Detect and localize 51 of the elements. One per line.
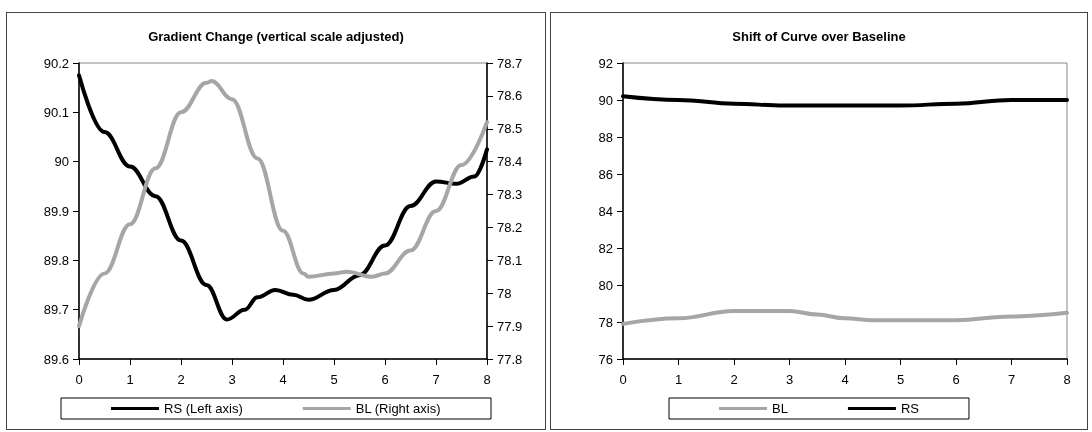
- y-tick-label: 86: [598, 166, 613, 182]
- line-series: [621, 308, 1069, 326]
- y-tick-label: 92: [598, 55, 613, 71]
- y-tick-label: 90: [598, 92, 613, 108]
- x-tick-label: 7: [432, 372, 440, 387]
- legend-label: BL (Right axis): [355, 401, 441, 416]
- x-tick-label: 3: [228, 372, 236, 387]
- legend-label: RS (Left axis): [164, 401, 243, 416]
- y-tick-label: 89.6: [43, 351, 69, 367]
- x-tick-label: 1: [674, 372, 683, 387]
- y2-tick-label: 78.6: [497, 88, 523, 104]
- y-tick-label: 90.2: [43, 55, 69, 71]
- legend-label: BL: [772, 401, 788, 416]
- y2-tick-label: 78.2: [497, 219, 523, 235]
- y-tick-label: 88: [598, 129, 613, 145]
- x-tick-label: 5: [330, 372, 338, 387]
- y-tick-label: 84: [598, 203, 613, 219]
- y2-tick-label: 77.8: [497, 351, 523, 367]
- y2-tick-label: 77.9: [497, 318, 523, 334]
- x-tick-label: 7: [1007, 372, 1016, 387]
- y2-tick-label: 78.5: [497, 121, 523, 137]
- x-tick-label: 1: [126, 372, 134, 387]
- x-tick-label: 6: [952, 372, 960, 387]
- y2-tick-label: 78: [497, 285, 512, 301]
- x-tick-label: 0: [75, 372, 83, 387]
- y-tick-label: 89.8: [43, 252, 69, 268]
- y2-tick-label: 78.7: [497, 55, 523, 71]
- y2-tick-label: 78.3: [497, 187, 523, 203]
- x-tick-label: 6: [381, 372, 389, 387]
- y-tick-label: 89.9: [43, 203, 69, 219]
- x-tick-label: 8: [483, 372, 491, 387]
- y-tick-label: 90: [54, 154, 69, 170]
- y-tick-label: 76: [598, 351, 613, 367]
- chart-title: Gradient Change (vertical scale adjusted): [148, 29, 404, 44]
- y2-tick-label: 78.1: [497, 252, 523, 268]
- y-tick-label: 80: [598, 277, 613, 293]
- y2-tick-label: 78.4: [497, 154, 523, 170]
- y-tick-label: 78: [598, 314, 613, 330]
- x-tick-label: 2: [730, 372, 738, 387]
- y-tick-label: 90.1: [43, 104, 69, 120]
- x-tick-label: 5: [896, 372, 905, 387]
- x-tick-label: 2: [177, 372, 185, 387]
- x-tick-label: 3: [785, 372, 794, 387]
- y-tick-label: 89.7: [43, 302, 69, 318]
- chart-title: Shift of Curve over Baseline: [732, 29, 906, 44]
- legend-label: RS: [900, 401, 920, 416]
- x-tick-label: 4: [841, 372, 849, 387]
- y-tick-label: 82: [598, 240, 613, 256]
- x-tick-label: 0: [619, 372, 627, 387]
- x-tick-label: 4: [279, 372, 287, 387]
- x-tick-label: 8: [1063, 372, 1071, 387]
